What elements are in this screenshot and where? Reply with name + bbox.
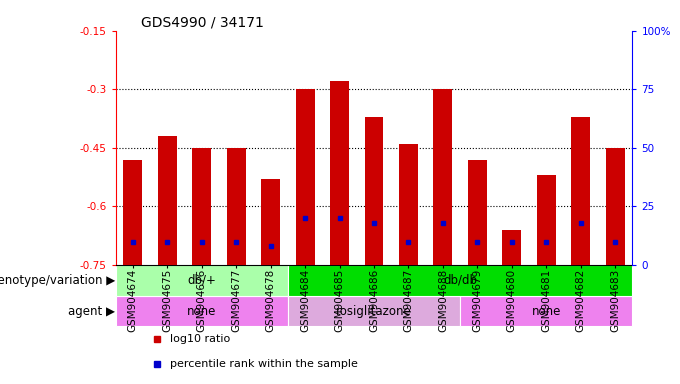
Text: genotype/variation ▶: genotype/variation ▶ xyxy=(0,274,115,287)
Text: log10 ratio: log10 ratio xyxy=(170,334,230,344)
Text: percentile rank within the sample: percentile rank within the sample xyxy=(170,359,358,369)
Bar xyxy=(503,230,522,265)
Bar xyxy=(468,160,487,265)
Bar xyxy=(288,265,632,296)
Bar xyxy=(158,136,177,265)
Bar xyxy=(460,296,632,326)
Bar xyxy=(116,265,288,296)
Bar xyxy=(192,148,211,265)
Bar xyxy=(433,89,452,265)
Bar xyxy=(116,296,288,326)
Bar xyxy=(226,148,245,265)
Bar xyxy=(399,144,418,265)
Bar xyxy=(288,296,460,326)
Text: rosiglitazone: rosiglitazone xyxy=(336,305,412,318)
Text: none: none xyxy=(187,305,216,318)
Text: db/+: db/+ xyxy=(187,274,216,287)
Bar xyxy=(330,81,349,265)
Bar xyxy=(123,160,142,265)
Bar xyxy=(537,175,556,265)
Bar xyxy=(571,117,590,265)
Text: agent ▶: agent ▶ xyxy=(68,305,115,318)
Text: none: none xyxy=(532,305,561,318)
Bar xyxy=(364,117,384,265)
Bar xyxy=(606,148,625,265)
Bar xyxy=(261,179,280,265)
Text: GDS4990 / 34171: GDS4990 / 34171 xyxy=(141,16,265,30)
Text: db/db: db/db xyxy=(443,274,477,287)
Bar xyxy=(296,89,315,265)
